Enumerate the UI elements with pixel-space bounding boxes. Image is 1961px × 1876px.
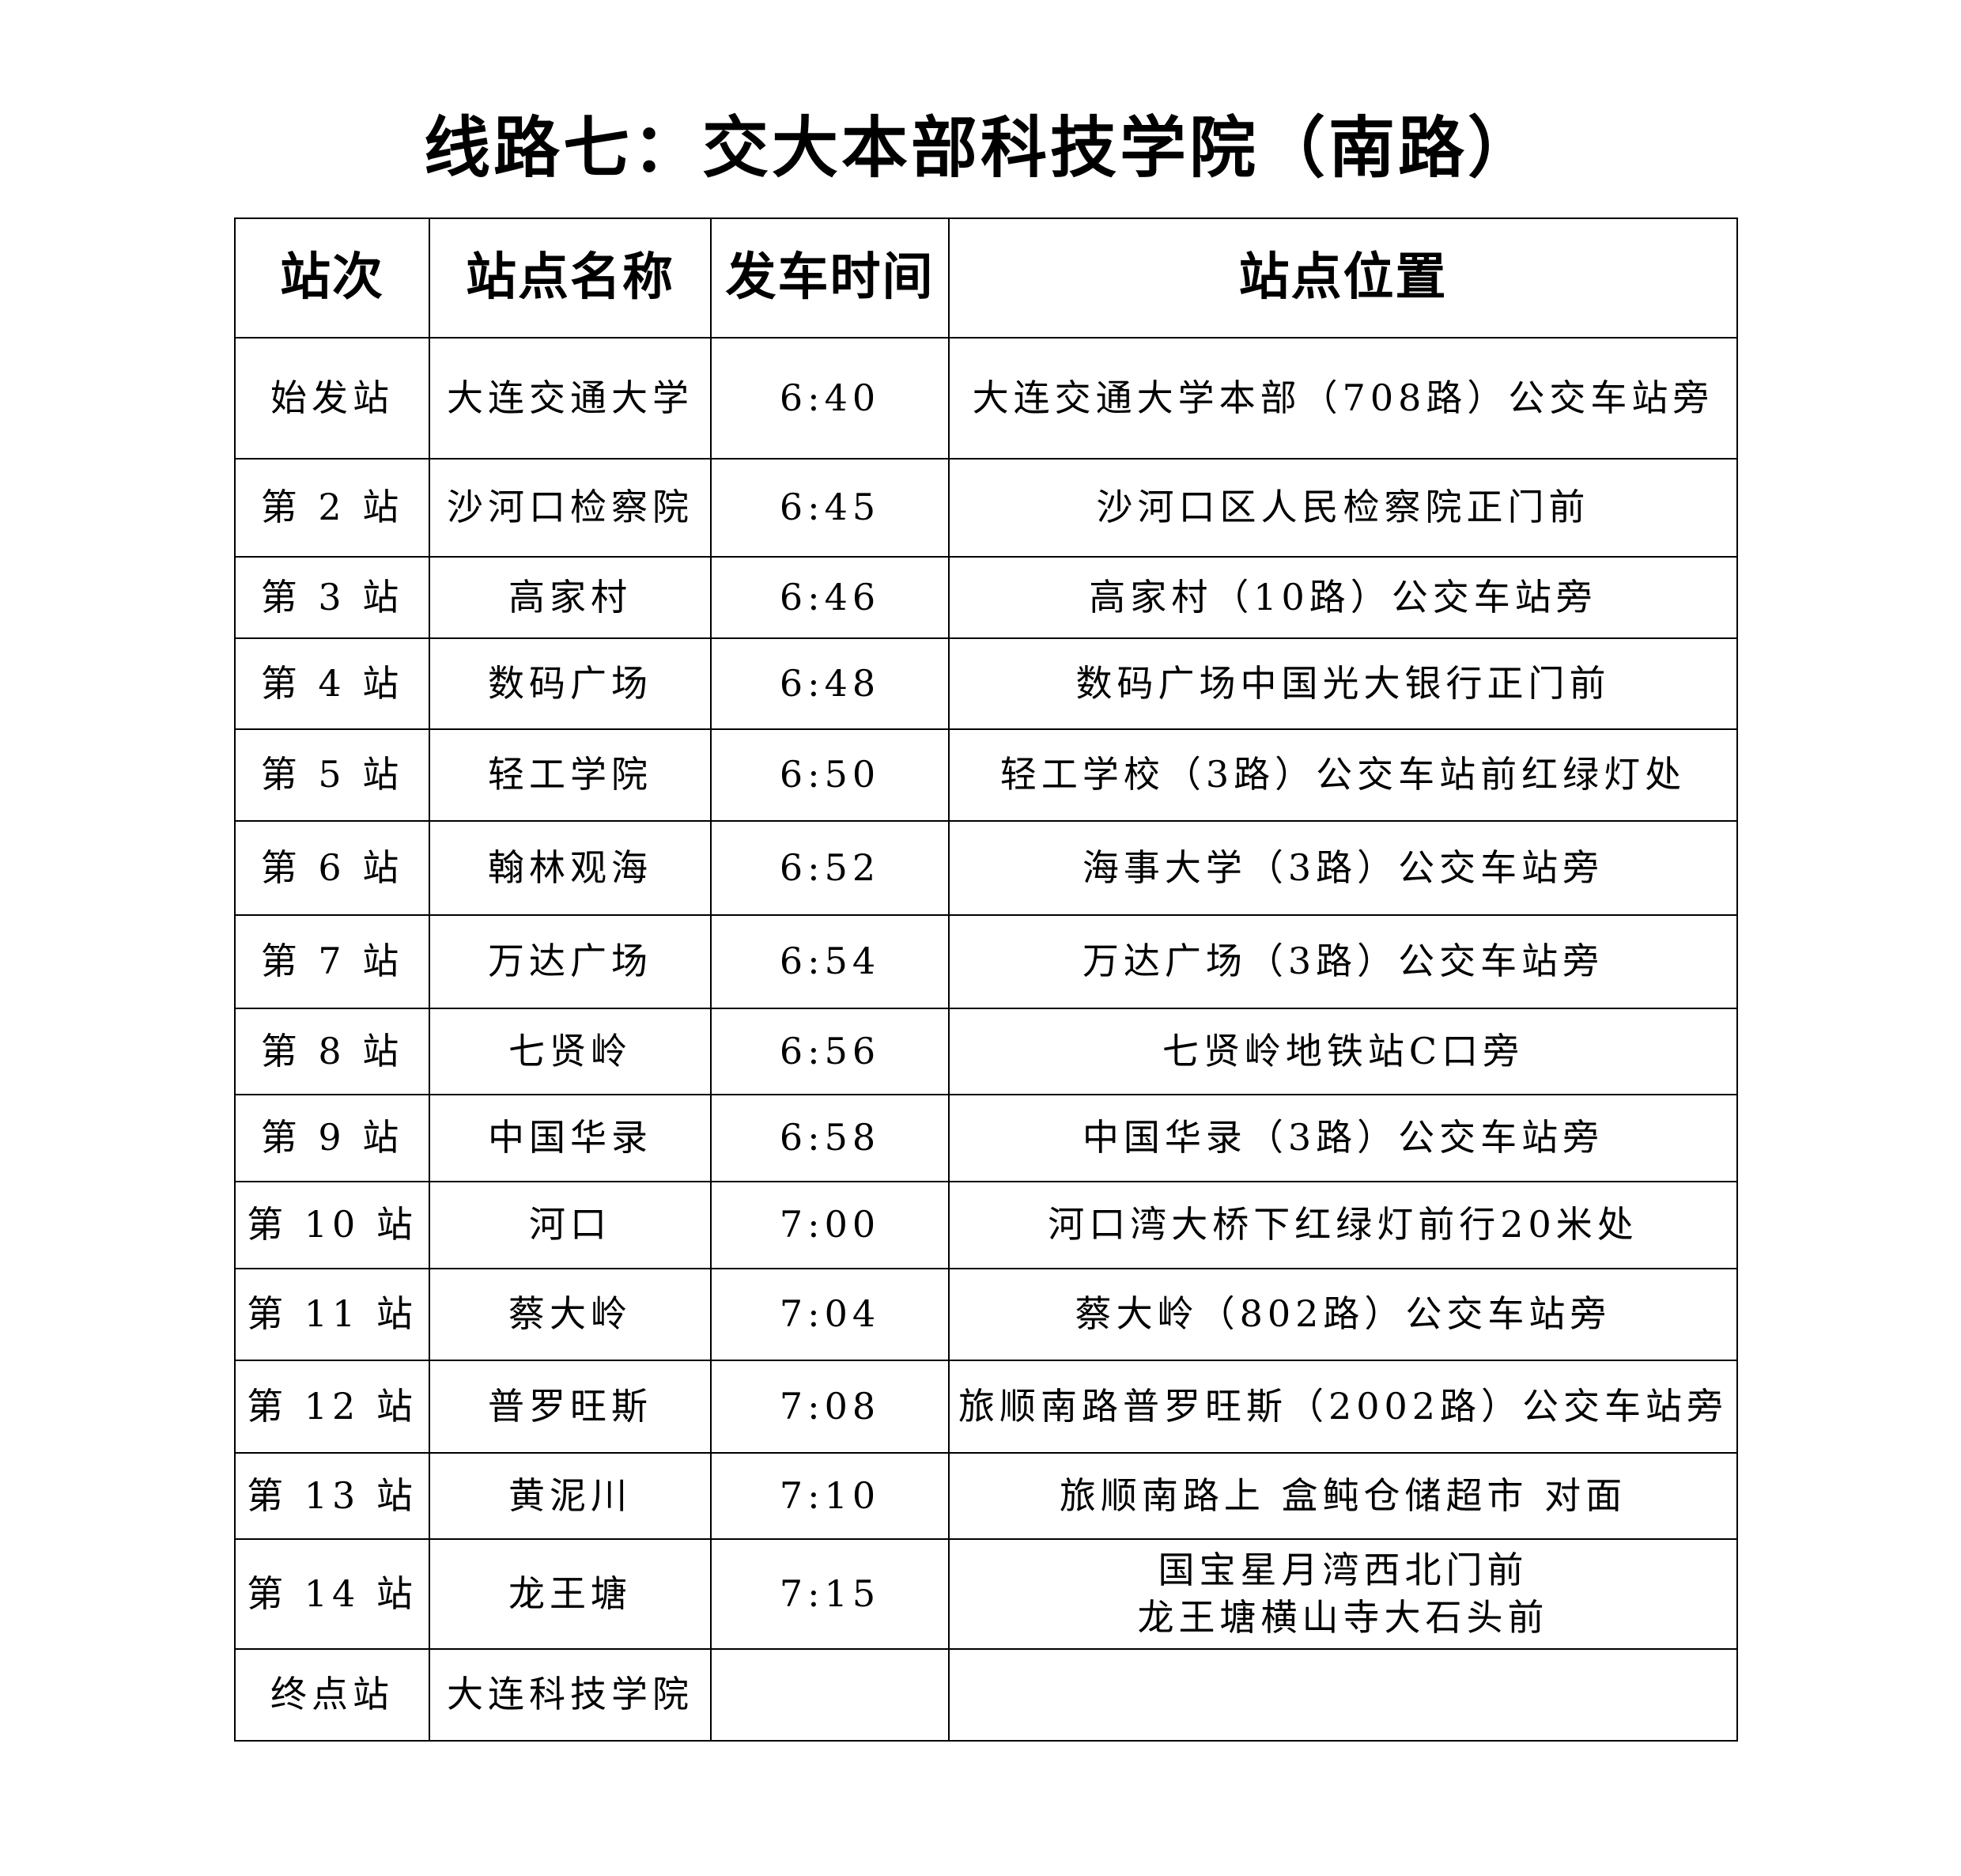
table-row: 第 12 站普罗旺斯 7:08 旅顺南路普罗旺斯（2002路）公交车站旁 [234,1360,1738,1454]
table-row: 第 11 站蔡大岭 7:04 蔡大岭（802路）公交车站旁 [234,1268,1738,1361]
departure-time: 7:15 [710,1538,950,1650]
station-order: 终点站 [234,1648,430,1742]
station-order: 第 7 站 [234,914,430,1009]
table-row: 第 7 站万达广场 6:54 万达广场（3路）公交车站旁 [234,914,1738,1009]
departure-time: 6:40 [710,337,950,460]
table-row: 第 8 站七贤岭 6:56 七贤岭地铁站C口旁 [234,1008,1738,1095]
station-location: 万达广场（3路）公交车站旁 [948,914,1738,1009]
header-time: 发车时间 [710,217,950,339]
table-row: 始发站 大连交通大学 6:40 大连交通大学本部（708路）公交车站旁 [234,337,1738,460]
location-line: 中国华录（3路）公交车站旁 [1082,1116,1604,1159]
table-row: 终点站 大连科技学院 [234,1648,1738,1742]
departure-time: 6:46 [710,556,950,639]
location-line: 国宝星月湾西北门前 [1158,1548,1528,1591]
station-location [948,1648,1738,1742]
table-row: 第 14 站龙王塘 7:15 国宝星月湾西北门前 龙王塘横山寺大石头前 [234,1538,1738,1650]
departure-time: 7:00 [710,1181,950,1269]
station-location: 数码广场中国光大银行正门前 [948,637,1738,730]
station-order: 始发站 [234,337,430,460]
station-name: 普罗旺斯 [429,1360,712,1454]
station-name: 中国华录 [429,1094,712,1182]
header-location: 站点位置 [948,217,1738,339]
table-row: 第 5 站轻工学院 6:50 轻工学校（3路）公交车站前红绿灯处 [234,728,1738,822]
station-location: 沙河口区人民检察院正门前 [948,458,1738,558]
departure-time [710,1648,950,1742]
station-name: 翰林观海 [429,820,712,916]
station-name: 数码广场 [429,637,712,730]
location-line: 轻工学校（3路）公交车站前红绿灯处 [999,753,1687,796]
departure-time: 6:52 [710,820,950,916]
station-order: 第 6 站 [234,820,430,916]
table-row: 第 13 站黄泥川 7:10 旅顺南路上 盒鲀仓储超市 对面 [234,1452,1738,1540]
header-order: 站次 [234,217,430,339]
table-header-row: 站次 站点名称 发车时间 站点位置 [234,217,1738,339]
location-line: 高家村（10路）公交车站旁 [1089,575,1597,618]
station-location: 七贤岭地铁站C口旁 [948,1008,1738,1095]
station-order: 第 5 站 [234,728,430,822]
location-line: 旅顺南路普罗旺斯（2002路）公交车站旁 [958,1384,1729,1428]
departure-time: 6:56 [710,1008,950,1095]
station-order: 第 2 站 [234,458,430,558]
station-order: 第 4 站 [234,637,430,730]
location-line: 旅顺南路上 盒鲀仓储超市 对面 [1059,1473,1627,1517]
station-location: 旅顺南路普罗旺斯（2002路）公交车站旁 [948,1360,1738,1454]
station-location: 中国华录（3路）公交车站旁 [948,1094,1738,1182]
table-row: 第 3 站高家村 6:46 高家村（10路）公交车站旁 [234,556,1738,639]
table-row: 第 9 站中国华录 6:58 中国华录（3路）公交车站旁 [234,1094,1738,1182]
station-location: 国宝星月湾西北门前 龙王塘横山寺大石头前 [948,1538,1738,1650]
station-location: 高家村（10路）公交车站旁 [948,556,1738,639]
station-name: 大连交通大学 [429,337,712,460]
table-row: 第 10 站河口 7:00 河口湾大桥下红绿灯前行20米处 [234,1181,1738,1269]
station-order: 第 13 站 [234,1452,430,1540]
location-line: 河口湾大桥下红绿灯前行20米处 [1048,1203,1638,1246]
location-line: 七贤岭地铁站C口旁 [1162,1029,1525,1072]
station-name: 七贤岭 [429,1008,712,1095]
location-line: 海事大学（3路）公交车站旁 [1082,845,1604,889]
bus-schedule-table: 站次 站点名称 发车时间 站点位置 始发站 大连交通大学 6:40 大连交通大学本部（… [234,217,1738,1742]
station-name: 大连科技学院 [429,1648,712,1742]
station-location: 轻工学校（3路）公交车站前红绿灯处 [948,728,1738,822]
station-name: 轻工学院 [429,728,712,822]
station-order: 第 9 站 [234,1094,430,1182]
station-location: 河口湾大桥下红绿灯前行20米处 [948,1181,1738,1269]
location-line: 沙河口区人民检察院正门前 [1096,486,1590,529]
departure-time: 6:50 [710,728,950,822]
station-order: 第 10 站 [234,1181,430,1269]
page-title: 线路七：交大本部科技学院（南路） [423,109,1537,187]
departure-time: 7:04 [710,1268,950,1361]
location-line: 蔡大岭（802路）公交车站旁 [1075,1292,1611,1336]
departure-time: 6:48 [710,637,950,730]
departure-time: 6:45 [710,458,950,558]
station-location: 旅顺南路上 盒鲀仓储超市 对面 [948,1452,1738,1540]
station-order: 第 8 站 [234,1008,430,1095]
departure-time: 7:08 [710,1360,950,1454]
departure-time: 6:54 [710,914,950,1009]
departure-time: 6:58 [710,1094,950,1182]
station-order: 第 3 站 [234,556,430,639]
table-row: 第 6 站翰林观海 6:52 海事大学（3路）公交车站旁 [234,820,1738,916]
table-row: 第 4 站数码广场 6:48 数码广场中国光大银行正门前 [234,637,1738,730]
location-line: 大连交通大学本部（708路）公交车站旁 [972,376,1714,419]
station-name: 万达广场 [429,914,712,1009]
station-name: 蔡大岭 [429,1268,712,1361]
table-row: 第 2 站沙河口检察院 6:45 沙河口区人民检察院正门前 [234,458,1738,558]
location-line: 龙王塘横山寺大石头前 [1137,1595,1549,1639]
departure-time: 7:10 [710,1452,950,1540]
station-order: 第 11 站 [234,1268,430,1361]
station-name: 沙河口检察院 [429,458,712,558]
station-order: 第 12 站 [234,1360,430,1454]
header-name: 站点名称 [429,217,712,339]
station-name: 黄泥川 [429,1452,712,1540]
station-location: 海事大学（3路）公交车站旁 [948,820,1738,916]
station-name: 龙王塘 [429,1538,712,1650]
station-location: 大连交通大学本部（708路）公交车站旁 [948,337,1738,460]
station-name: 高家村 [429,556,712,639]
station-order: 第 14 站 [234,1538,430,1650]
station-location: 蔡大岭（802路）公交车站旁 [948,1268,1738,1361]
location-line: 数码广场中国光大银行正门前 [1075,661,1611,705]
station-name: 河口 [429,1181,712,1269]
location-line: 万达广场（3路）公交车站旁 [1082,940,1604,983]
